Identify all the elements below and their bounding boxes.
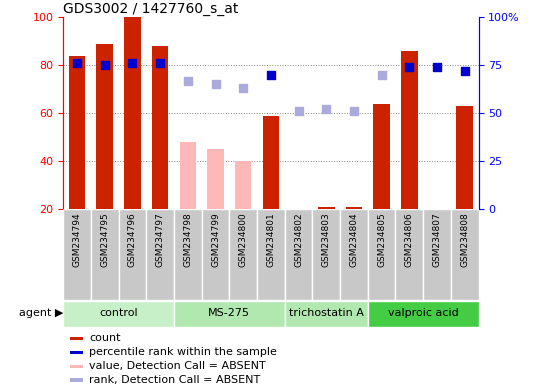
Bar: [91, 209, 119, 300]
Point: [128, 60, 137, 66]
Text: GSM234800: GSM234800: [239, 212, 248, 267]
Text: GSM234795: GSM234795: [100, 212, 109, 267]
Point: [239, 85, 248, 91]
Point: [211, 81, 220, 88]
Text: agent ▶: agent ▶: [19, 308, 63, 318]
Point: [100, 62, 109, 68]
Point: [266, 72, 275, 78]
Bar: [96, 44, 113, 209]
Text: GSM234798: GSM234798: [183, 212, 192, 267]
Bar: [373, 104, 390, 209]
Text: MS-275: MS-275: [208, 308, 250, 318]
Point: [183, 78, 192, 84]
Bar: [63, 209, 91, 300]
Bar: [401, 51, 417, 209]
Bar: [285, 209, 312, 300]
Bar: [229, 209, 257, 300]
Point: [433, 64, 442, 70]
Point: [156, 60, 164, 66]
Text: control: control: [100, 308, 138, 318]
Text: GSM234807: GSM234807: [432, 212, 442, 267]
Bar: [207, 149, 224, 209]
Text: GSM234808: GSM234808: [460, 212, 469, 267]
Bar: [368, 209, 395, 300]
Bar: [257, 209, 285, 300]
Bar: [70, 379, 83, 382]
Bar: [368, 301, 478, 327]
Bar: [285, 301, 368, 327]
Text: trichostatin A: trichostatin A: [289, 308, 364, 318]
Bar: [70, 364, 83, 368]
Bar: [318, 207, 334, 209]
Bar: [312, 209, 340, 300]
Text: GSM234799: GSM234799: [211, 212, 220, 267]
Text: rank, Detection Call = ABSENT: rank, Detection Call = ABSENT: [90, 375, 261, 384]
Bar: [146, 209, 174, 300]
Bar: [152, 46, 168, 209]
Bar: [423, 209, 451, 300]
Text: GDS3002 / 1427760_s_at: GDS3002 / 1427760_s_at: [63, 2, 239, 16]
Bar: [119, 209, 146, 300]
Bar: [174, 209, 202, 300]
Bar: [63, 301, 174, 327]
Bar: [235, 161, 251, 209]
Bar: [451, 209, 478, 300]
Point: [460, 68, 469, 74]
Text: GSM234806: GSM234806: [405, 212, 414, 267]
Bar: [174, 301, 285, 327]
Bar: [69, 56, 85, 209]
Point: [73, 60, 81, 66]
Point: [322, 106, 331, 113]
Text: valproic acid: valproic acid: [388, 308, 459, 318]
Bar: [340, 209, 368, 300]
Bar: [70, 351, 83, 354]
Bar: [456, 106, 473, 209]
Point: [294, 108, 303, 114]
Point: [405, 64, 414, 70]
Text: GSM234797: GSM234797: [156, 212, 164, 267]
Bar: [395, 209, 423, 300]
Bar: [124, 17, 141, 209]
Text: GSM234804: GSM234804: [349, 212, 359, 266]
Text: GSM234794: GSM234794: [73, 212, 81, 266]
Text: GSM234803: GSM234803: [322, 212, 331, 267]
Text: count: count: [90, 333, 121, 343]
Point: [350, 108, 359, 114]
Text: GSM234802: GSM234802: [294, 212, 303, 266]
Text: value, Detection Call = ABSENT: value, Detection Call = ABSENT: [90, 361, 266, 371]
Bar: [262, 116, 279, 209]
Text: GSM234801: GSM234801: [266, 212, 276, 267]
Bar: [179, 142, 196, 209]
Point: [377, 72, 386, 78]
Text: GSM234805: GSM234805: [377, 212, 386, 267]
Text: GSM234796: GSM234796: [128, 212, 137, 267]
Text: percentile rank within the sample: percentile rank within the sample: [90, 347, 277, 357]
Bar: [70, 337, 83, 340]
Bar: [345, 207, 362, 209]
Bar: [202, 209, 229, 300]
